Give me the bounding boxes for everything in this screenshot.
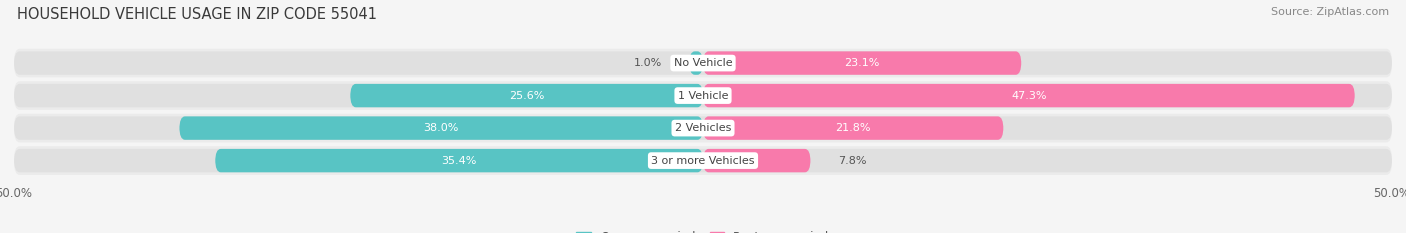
Legend: Owner-occupied, Renter-occupied: Owner-occupied, Renter-occupied <box>572 226 834 233</box>
Text: 3 or more Vehicles: 3 or more Vehicles <box>651 156 755 166</box>
FancyBboxPatch shape <box>703 149 810 172</box>
Text: 47.3%: 47.3% <box>1011 91 1046 101</box>
FancyBboxPatch shape <box>14 51 1392 75</box>
Text: 1.0%: 1.0% <box>634 58 662 68</box>
FancyBboxPatch shape <box>14 149 1392 172</box>
FancyBboxPatch shape <box>14 116 1392 140</box>
FancyBboxPatch shape <box>14 81 1392 110</box>
FancyBboxPatch shape <box>14 114 1392 142</box>
FancyBboxPatch shape <box>703 51 1021 75</box>
FancyBboxPatch shape <box>180 116 703 140</box>
Text: 1 Vehicle: 1 Vehicle <box>678 91 728 101</box>
Text: No Vehicle: No Vehicle <box>673 58 733 68</box>
Text: 35.4%: 35.4% <box>441 156 477 166</box>
Text: 23.1%: 23.1% <box>845 58 880 68</box>
FancyBboxPatch shape <box>14 84 1392 107</box>
FancyBboxPatch shape <box>689 51 703 75</box>
FancyBboxPatch shape <box>350 84 703 107</box>
Text: 25.6%: 25.6% <box>509 91 544 101</box>
FancyBboxPatch shape <box>14 49 1392 77</box>
Text: HOUSEHOLD VEHICLE USAGE IN ZIP CODE 55041: HOUSEHOLD VEHICLE USAGE IN ZIP CODE 5504… <box>17 7 377 22</box>
FancyBboxPatch shape <box>215 149 703 172</box>
FancyBboxPatch shape <box>703 116 1004 140</box>
Text: 21.8%: 21.8% <box>835 123 870 133</box>
FancyBboxPatch shape <box>14 146 1392 175</box>
Text: 38.0%: 38.0% <box>423 123 458 133</box>
Text: Source: ZipAtlas.com: Source: ZipAtlas.com <box>1271 7 1389 17</box>
FancyBboxPatch shape <box>703 84 1355 107</box>
Text: 2 Vehicles: 2 Vehicles <box>675 123 731 133</box>
Text: 7.8%: 7.8% <box>838 156 866 166</box>
